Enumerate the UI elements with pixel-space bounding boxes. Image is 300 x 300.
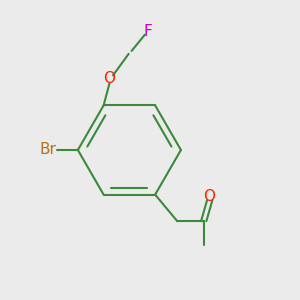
Text: Br: Br — [40, 142, 57, 158]
Text: O: O — [204, 189, 216, 204]
Text: O: O — [103, 71, 116, 86]
Text: F: F — [143, 24, 152, 39]
